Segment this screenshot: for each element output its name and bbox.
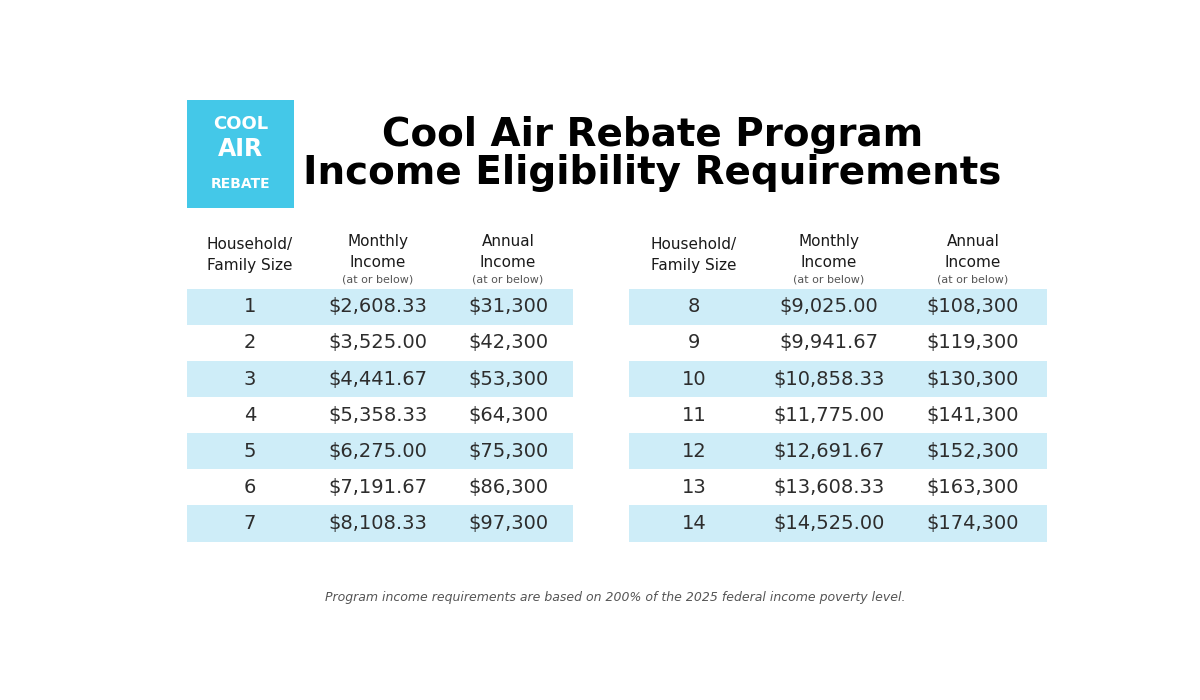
- Text: Monthly
Income: Monthly Income: [798, 234, 859, 270]
- Text: $13,608.33: $13,608.33: [773, 478, 884, 497]
- Text: $64,300: $64,300: [468, 406, 548, 425]
- Text: 7: 7: [244, 514, 256, 533]
- Text: 5: 5: [244, 442, 257, 461]
- Text: $3,525.00: $3,525.00: [329, 333, 427, 353]
- Text: 14: 14: [682, 514, 707, 533]
- Text: (at or below): (at or below): [342, 274, 414, 285]
- FancyBboxPatch shape: [629, 433, 1048, 470]
- FancyBboxPatch shape: [187, 289, 574, 325]
- Text: $42,300: $42,300: [468, 333, 548, 353]
- Text: $163,300: $163,300: [926, 478, 1019, 497]
- FancyBboxPatch shape: [187, 397, 574, 433]
- Text: 1: 1: [244, 298, 256, 316]
- Text: Cool Air Rebate Program: Cool Air Rebate Program: [382, 116, 923, 154]
- Text: Monthly
Income: Monthly Income: [347, 234, 408, 270]
- Text: 12: 12: [682, 442, 707, 461]
- FancyBboxPatch shape: [629, 505, 1048, 542]
- FancyBboxPatch shape: [187, 433, 574, 470]
- Text: $12,691.67: $12,691.67: [773, 442, 884, 461]
- Text: 8: 8: [688, 298, 701, 316]
- Text: Annual
Income: Annual Income: [944, 234, 1001, 270]
- Text: 4: 4: [244, 406, 256, 425]
- Text: $119,300: $119,300: [926, 333, 1019, 353]
- Text: $11,775.00: $11,775.00: [773, 406, 884, 425]
- Text: COOL: COOL: [214, 115, 269, 133]
- Text: Annual
Income: Annual Income: [480, 234, 536, 270]
- Text: 13: 13: [682, 478, 707, 497]
- Text: $2,608.33: $2,608.33: [329, 298, 427, 316]
- Text: $141,300: $141,300: [926, 406, 1019, 425]
- Text: (at or below): (at or below): [793, 274, 864, 285]
- Text: $108,300: $108,300: [926, 298, 1019, 316]
- Text: $31,300: $31,300: [468, 298, 548, 316]
- FancyBboxPatch shape: [629, 470, 1048, 505]
- FancyBboxPatch shape: [187, 100, 294, 208]
- Text: $9,025.00: $9,025.00: [780, 298, 878, 316]
- Text: 9: 9: [688, 333, 701, 353]
- Text: $8,108.33: $8,108.33: [329, 514, 427, 533]
- Text: $10,858.33: $10,858.33: [773, 370, 884, 389]
- Text: $9,941.67: $9,941.67: [780, 333, 878, 353]
- Text: $174,300: $174,300: [926, 514, 1019, 533]
- Text: 2: 2: [244, 333, 256, 353]
- Text: $86,300: $86,300: [468, 478, 548, 497]
- Text: $5,358.33: $5,358.33: [329, 406, 427, 425]
- Text: $7,191.67: $7,191.67: [329, 478, 427, 497]
- Text: $152,300: $152,300: [926, 442, 1019, 461]
- Text: 11: 11: [682, 406, 707, 425]
- FancyBboxPatch shape: [187, 325, 574, 361]
- Text: 6: 6: [244, 478, 256, 497]
- Text: $97,300: $97,300: [468, 514, 548, 533]
- Text: (at or below): (at or below): [473, 274, 544, 285]
- Text: Program income requirements are based on 200% of the 2025 federal income poverty: Program income requirements are based on…: [325, 591, 905, 603]
- FancyBboxPatch shape: [629, 397, 1048, 433]
- FancyBboxPatch shape: [187, 505, 574, 542]
- Text: $6,275.00: $6,275.00: [329, 442, 427, 461]
- Text: $130,300: $130,300: [926, 370, 1019, 389]
- Text: Income Eligibility Requirements: Income Eligibility Requirements: [304, 154, 1001, 192]
- FancyBboxPatch shape: [629, 289, 1048, 325]
- Text: $53,300: $53,300: [468, 370, 548, 389]
- FancyBboxPatch shape: [187, 470, 574, 505]
- Text: Household/
Family Size: Household/ Family Size: [650, 237, 737, 273]
- Text: 3: 3: [244, 370, 256, 389]
- Text: Household/
Family Size: Household/ Family Size: [206, 237, 293, 273]
- Text: 10: 10: [682, 370, 707, 389]
- FancyBboxPatch shape: [629, 325, 1048, 361]
- Text: $14,525.00: $14,525.00: [773, 514, 884, 533]
- Text: AIR: AIR: [218, 136, 263, 161]
- FancyBboxPatch shape: [629, 361, 1048, 397]
- FancyBboxPatch shape: [187, 361, 574, 397]
- Text: (at or below): (at or below): [937, 274, 1009, 285]
- Text: $75,300: $75,300: [468, 442, 548, 461]
- Text: REBATE: REBATE: [211, 177, 270, 191]
- Text: $4,441.67: $4,441.67: [329, 370, 427, 389]
